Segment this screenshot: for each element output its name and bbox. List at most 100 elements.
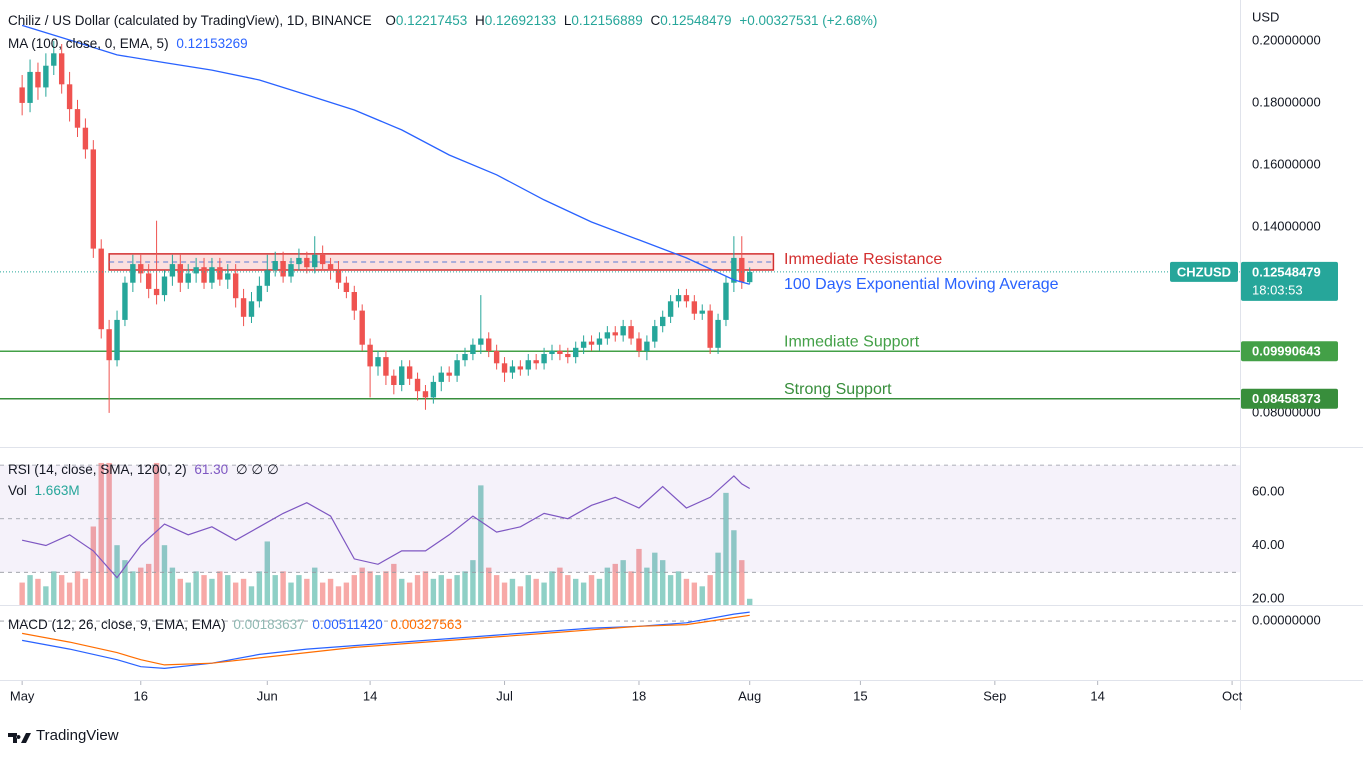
volume-bar bbox=[557, 567, 563, 605]
candle-body bbox=[422, 391, 429, 398]
ma-legend: MA (100, close, 0, EMA, 5) 0.12153269 bbox=[8, 36, 252, 51]
volume-bar bbox=[525, 575, 531, 605]
candle-body bbox=[478, 338, 484, 345]
candle-body bbox=[588, 341, 595, 345]
candle-body bbox=[746, 271, 753, 283]
volume-bar bbox=[367, 571, 373, 605]
candle-body bbox=[138, 264, 144, 274]
candle-body bbox=[122, 282, 128, 320]
candle-body bbox=[319, 254, 326, 265]
volume-bar bbox=[280, 571, 286, 605]
price-legend: Chiliz / US Dollar (calculated by Tradin… bbox=[8, 13, 885, 28]
candle-body bbox=[335, 270, 342, 283]
candle-body bbox=[201, 267, 207, 283]
candle-body bbox=[359, 310, 365, 345]
volume-bar bbox=[723, 492, 729, 605]
signal-value: 0.00327563 bbox=[390, 617, 462, 632]
candle-body bbox=[217, 267, 223, 280]
countdown: 18:03:53 bbox=[1252, 282, 1303, 297]
volume-bar bbox=[628, 571, 634, 605]
candle-body bbox=[280, 261, 286, 277]
candle-body bbox=[620, 326, 626, 336]
y-tick-label: 0.20000000 bbox=[1252, 32, 1321, 47]
candle-body bbox=[715, 319, 721, 348]
candle-body bbox=[43, 65, 49, 88]
level-tag bbox=[1241, 388, 1338, 409]
candle-body bbox=[549, 350, 555, 355]
symbol-tag bbox=[1170, 261, 1238, 282]
candle-body bbox=[533, 360, 539, 364]
volume-bar bbox=[51, 571, 57, 605]
volume-bar bbox=[731, 530, 737, 605]
volume-bar bbox=[430, 578, 437, 605]
candle-body bbox=[628, 326, 634, 339]
candle-body bbox=[636, 338, 642, 351]
x-tick-label: 16 bbox=[134, 688, 148, 703]
volume-bar bbox=[375, 575, 381, 605]
candle-body bbox=[209, 267, 215, 283]
ohlc-label: L bbox=[563, 13, 572, 28]
volume-bar bbox=[66, 582, 73, 605]
level-tag-label: 0.09990643 bbox=[1252, 344, 1321, 359]
volume-legend: Vol 1.663M bbox=[8, 483, 84, 498]
rsi-legend: RSI (14, close, SMA, 1200, 2) 61.30 ∅ ∅ … bbox=[8, 462, 283, 478]
ma-name: MA (100, close, 0, EMA, 5) bbox=[8, 36, 169, 51]
candle-body bbox=[486, 338, 492, 351]
rsi-pane bbox=[0, 462, 1240, 605]
volume-bar bbox=[177, 578, 184, 605]
candle-body bbox=[691, 301, 698, 314]
volume-bar bbox=[383, 571, 389, 605]
volume-bar bbox=[193, 571, 199, 605]
candle-body bbox=[580, 341, 587, 348]
volume-bar bbox=[327, 578, 334, 605]
x-tick-label: May bbox=[10, 688, 35, 703]
volume-bar bbox=[145, 563, 152, 605]
candle-body bbox=[438, 372, 444, 382]
y-tick-label: 20.00 bbox=[1252, 591, 1285, 606]
volume-bar bbox=[462, 571, 468, 605]
x-tick-label: Aug bbox=[738, 688, 761, 703]
symbol-title: Chiliz / US Dollar (calculated by Tradin… bbox=[8, 13, 372, 28]
level-tag bbox=[1241, 341, 1338, 362]
candle-body bbox=[707, 310, 713, 348]
x-tick-label: Sep bbox=[983, 688, 1006, 703]
volume-bar bbox=[264, 541, 270, 605]
volume-bar bbox=[446, 578, 452, 605]
volume-bar bbox=[82, 578, 89, 605]
candle-body bbox=[225, 273, 231, 280]
currency: USD bbox=[1252, 9, 1279, 24]
candle-body bbox=[470, 344, 476, 355]
candle-body bbox=[525, 360, 531, 370]
candle-body bbox=[414, 378, 421, 392]
volume-bar bbox=[225, 575, 231, 605]
volume-bar bbox=[675, 571, 682, 605]
candle-body bbox=[327, 264, 334, 271]
volume-bar bbox=[746, 598, 753, 605]
logo-icon bbox=[8, 733, 31, 743]
candle-body bbox=[739, 257, 745, 283]
level-label: Strong Support bbox=[784, 381, 892, 398]
candle-body bbox=[35, 71, 41, 88]
volume-bar bbox=[644, 567, 650, 605]
volume-bar bbox=[691, 582, 698, 605]
volume-bar bbox=[312, 567, 318, 605]
macd-histogram-value: 0.00183637 bbox=[233, 617, 305, 632]
candle-body bbox=[256, 285, 263, 302]
volume-bar bbox=[296, 575, 302, 605]
level-label: Immediate Support bbox=[784, 333, 920, 350]
volume-bar bbox=[169, 567, 176, 605]
candle-body bbox=[161, 276, 168, 296]
volume-bar bbox=[604, 567, 611, 605]
candle-body bbox=[51, 53, 57, 66]
candle-body bbox=[731, 257, 737, 283]
candle-body bbox=[82, 127, 89, 150]
volume-bar bbox=[209, 578, 215, 605]
candle-body bbox=[565, 354, 571, 358]
volume-name: Vol bbox=[8, 483, 27, 498]
volume-bar bbox=[319, 582, 326, 605]
volume-bar bbox=[201, 575, 207, 605]
volume-bar bbox=[486, 567, 492, 605]
volume-bar bbox=[90, 526, 97, 605]
candle-body bbox=[240, 298, 247, 317]
